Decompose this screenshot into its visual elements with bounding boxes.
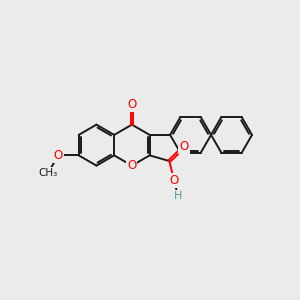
- Text: O: O: [127, 98, 136, 111]
- Text: O: O: [127, 159, 136, 172]
- Text: CH₃: CH₃: [38, 168, 58, 178]
- Text: H: H: [174, 191, 182, 201]
- Text: O: O: [169, 174, 179, 188]
- Text: O: O: [179, 140, 189, 153]
- Text: O: O: [54, 149, 63, 162]
